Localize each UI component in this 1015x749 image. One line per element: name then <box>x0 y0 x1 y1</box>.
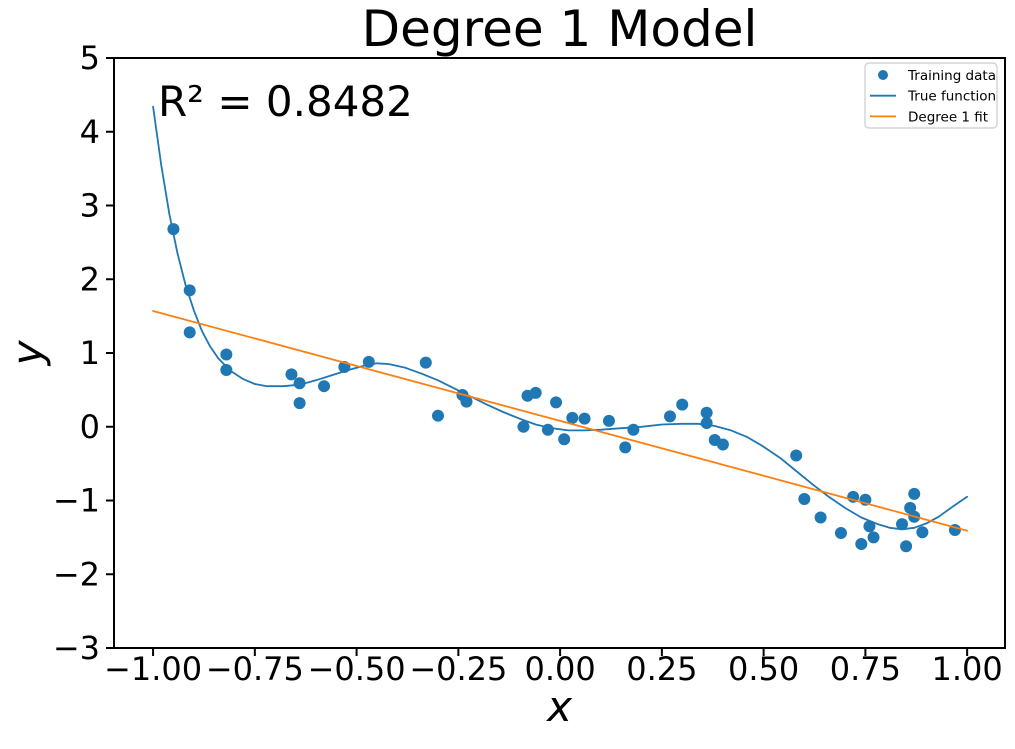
legend-entry-degree-1-fit: Degree 1 fit <box>870 109 988 125</box>
degree-1-fit-line <box>152 310 968 532</box>
training-data-point <box>863 520 876 533</box>
training-data-point <box>790 449 803 462</box>
legend-entry-true-function: True function <box>870 89 996 105</box>
training-data-point <box>855 538 868 551</box>
training-data-point <box>627 423 640 436</box>
y-tick-label: 5 <box>80 39 100 77</box>
training-data-point <box>908 487 921 500</box>
y-tick-label: −1 <box>53 482 100 520</box>
training-data-point <box>566 411 579 424</box>
training-data-point <box>220 348 233 361</box>
training-data-point <box>167 223 180 236</box>
training-data-point <box>550 396 563 409</box>
legend-box <box>864 62 998 129</box>
training-data-point <box>517 420 530 433</box>
training-data-point <box>602 414 615 427</box>
training-data-points <box>167 223 961 553</box>
training-data-point <box>220 363 233 376</box>
training-data-point <box>916 526 929 539</box>
training-data-point <box>900 540 913 553</box>
training-data-point <box>419 356 432 369</box>
legend-entry-training-data: Training data <box>878 68 996 84</box>
legend-label: True function <box>907 89 996 105</box>
x-axis-label: x <box>545 682 573 731</box>
legend-dot-marker-icon <box>878 70 888 80</box>
x-tick-label: −1.00 <box>104 650 202 688</box>
training-data-point <box>293 377 306 390</box>
y-tick-label: 4 <box>80 113 100 151</box>
training-data-point <box>529 386 542 399</box>
training-data-point <box>664 410 677 423</box>
x-tick-label: −0.50 <box>308 650 406 688</box>
x-tick-label: 0.25 <box>626 650 697 688</box>
training-data-point <box>432 409 444 422</box>
y-tick-label: 0 <box>80 408 100 446</box>
training-data-point <box>798 493 811 506</box>
y-tick-label: 3 <box>80 187 100 225</box>
r-squared-annotation: R² = 0.8482 <box>158 77 413 126</box>
legend-label: Training data <box>907 68 996 84</box>
legend-label: Degree 1 fit <box>908 109 988 125</box>
training-data-point <box>183 326 196 339</box>
y-tick-label: 1 <box>80 334 100 372</box>
plot-area-border <box>113 57 1006 649</box>
training-data-point <box>700 417 713 430</box>
x-tick-label: −0.75 <box>206 650 304 688</box>
training-data-point <box>293 397 306 410</box>
training-data-point <box>834 526 847 539</box>
training-data-point <box>578 412 591 425</box>
y-tick-label: 2 <box>80 260 100 298</box>
training-data-point <box>716 438 729 451</box>
training-data-point <box>558 433 571 446</box>
x-tick-label: −0.25 <box>409 650 507 688</box>
training-data-point <box>460 395 473 408</box>
training-data-point <box>867 531 880 544</box>
x-tick-label: 0.00 <box>524 650 595 688</box>
y-axis-label: y <box>3 339 52 367</box>
legend: Training data True function Degree 1 fit <box>864 62 998 129</box>
training-data-point <box>318 380 331 393</box>
x-tick-label: 0.50 <box>728 650 799 688</box>
training-data-point <box>619 441 632 454</box>
training-data-point <box>700 406 713 419</box>
axis-ticks: −1.00 −0.75 −0.50 −0.25 0.00 0.25 0.50 0.75 1.00… <box>53 39 1003 688</box>
x-tick-label: 1.00 <box>932 650 1003 688</box>
true-function-line <box>152 105 968 531</box>
y-tick-label: −2 <box>53 555 100 593</box>
training-data-point <box>896 518 909 531</box>
training-data-point <box>285 368 298 381</box>
training-data-point <box>676 398 689 411</box>
x-tick-label: 0.75 <box>830 650 901 688</box>
y-tick-label: −3 <box>53 629 100 667</box>
training-data-point <box>814 511 827 524</box>
chart-title: Degree 1 Model <box>362 0 758 58</box>
